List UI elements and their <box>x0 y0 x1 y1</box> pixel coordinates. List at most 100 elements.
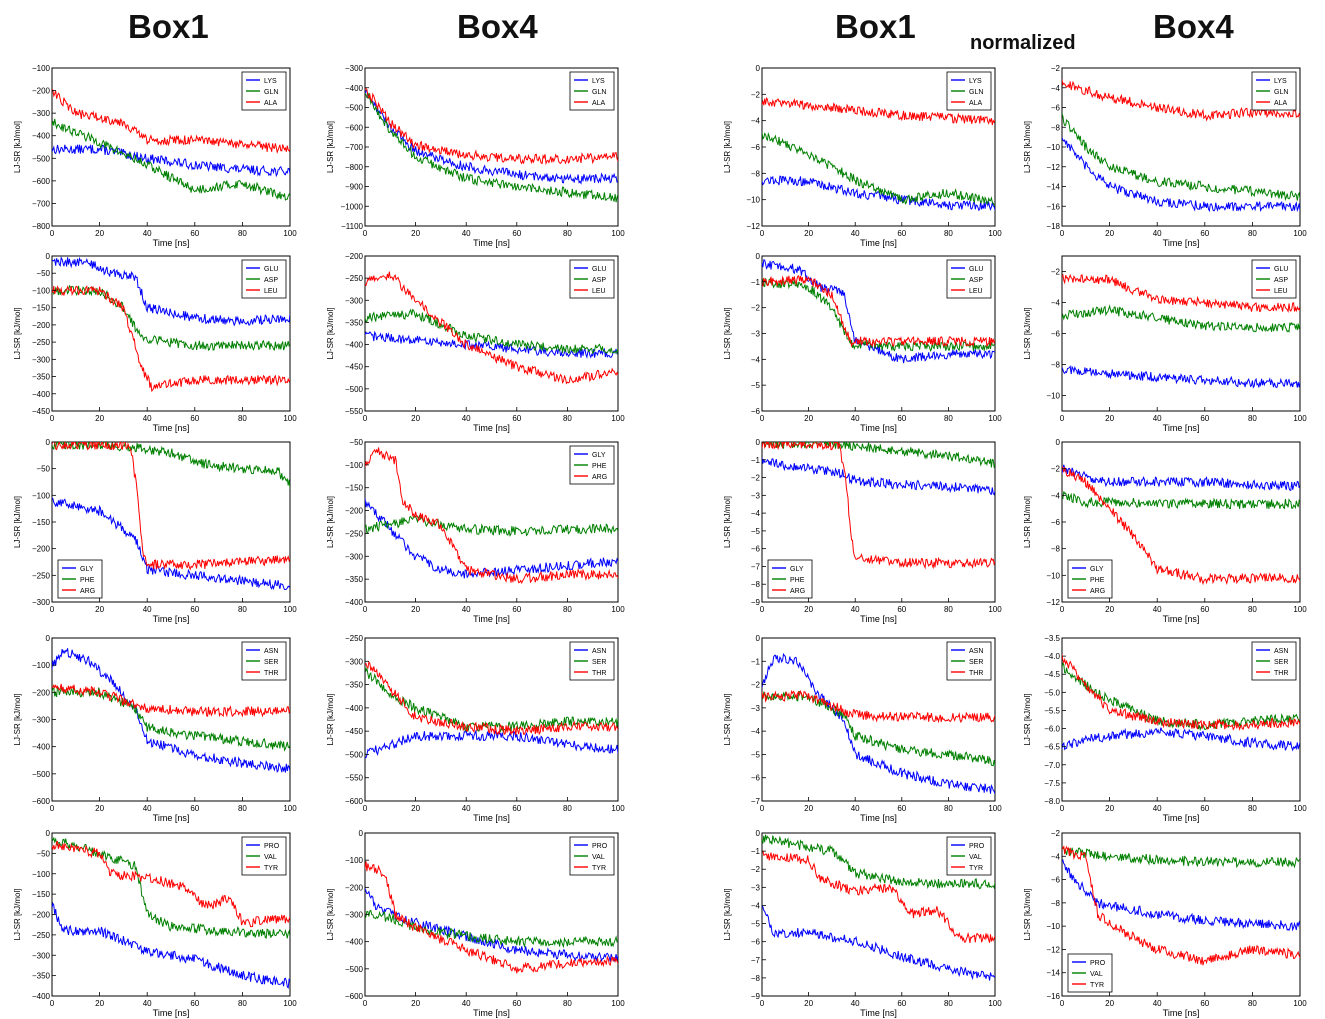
y-tick-label: −6 <box>1051 330 1061 339</box>
series-line-leu <box>52 285 290 393</box>
y-axis-label: LJ-SR [kJ/mol] <box>13 121 22 173</box>
y-tick-label: −8.0 <box>1044 797 1060 806</box>
legend-label: GLY <box>1090 566 1104 573</box>
y-tick-label: −14 <box>1046 969 1060 978</box>
series-line-glu <box>52 256 290 327</box>
x-tick-label: 20 <box>411 804 420 813</box>
x-tick-label: 0 <box>760 999 765 1008</box>
y-tick-label: −200 <box>32 688 51 697</box>
x-tick-label: 80 <box>238 229 247 238</box>
legend-label: GLY <box>790 566 804 573</box>
x-tick-label: 60 <box>512 999 521 1008</box>
y-axis-label: LJ-SR [kJ/mol] <box>13 307 22 359</box>
y-tick-label: −2 <box>751 681 761 690</box>
y-tick-label: −150 <box>32 518 51 527</box>
y-tick-label: −2 <box>751 474 761 483</box>
y-tick-label: −2 <box>751 304 761 313</box>
y-tick-label: −200 <box>345 883 364 892</box>
y-tick-label: −500 <box>345 965 364 974</box>
legend: PRO VAL TYR <box>241 836 287 876</box>
y-tick-label: −300 <box>32 598 51 607</box>
y-tick-label: 0 <box>756 438 761 447</box>
y-tick-label: −200 <box>32 545 51 554</box>
series-line-thr <box>52 683 290 718</box>
y-tick-label: −300 <box>345 296 364 305</box>
y-tick-label: −10 <box>1046 922 1060 931</box>
series-line-leu <box>1062 273 1300 314</box>
x-tick-label: 100 <box>611 605 625 614</box>
y-tick-label: −600 <box>345 992 364 1001</box>
y-tick-label: −16 <box>1046 992 1060 1001</box>
legend-label: ALA <box>1274 100 1288 107</box>
x-tick-label: 60 <box>190 414 199 423</box>
x-tick-label: 60 <box>1200 229 1209 238</box>
y-tick-label: −100 <box>32 64 51 73</box>
y-tick-label: −200 <box>32 87 51 96</box>
y-axis-label: LJ-SR [kJ/mol] <box>326 307 335 359</box>
legend-label: ASN <box>264 648 278 655</box>
y-tick-label: 0 <box>46 829 51 838</box>
x-tick-label: 100 <box>283 229 297 238</box>
y-tick-label: −400 <box>345 598 364 607</box>
legend: LYS GLN ALA <box>569 71 615 111</box>
y-axis-label: LJ-SR [kJ/mol] <box>1023 693 1032 745</box>
chart-panel-2-4: 0 20 40 60 80 100 0 −1 −2 −3 −4 −5 −6 −7 −8 −9 Time [ns]… <box>723 829 1002 1018</box>
x-tick-label: 80 <box>944 804 953 813</box>
x-tick-label: 0 <box>760 804 765 813</box>
y-axis-label: LJ-SR [kJ/mol] <box>1023 496 1032 548</box>
y-tick-label: −50 <box>36 465 50 474</box>
series-line-arg <box>762 442 995 570</box>
legend: GLU ASP LEU <box>241 259 287 299</box>
x-axis-label: Time [ns] <box>473 423 510 433</box>
y-tick-label: −200 <box>345 507 364 516</box>
y-tick-label: −2 <box>751 90 761 99</box>
chart-panel-1-2: 0 20 40 60 80 100 −50 −100 −150 −200 −250 −300 −350 −… <box>326 438 625 624</box>
x-tick-label: 100 <box>988 804 1002 813</box>
y-tick-label: −400 <box>345 938 364 947</box>
y-axis-label: LJ-SR [kJ/mol] <box>723 888 732 940</box>
y-tick-label: −8 <box>1051 361 1061 370</box>
chart-panel-2-2: 0 20 40 60 80 100 0 −1 −2 −3 −4 −5 −6 −7 −8 −9 Time [ns]… <box>723 438 1002 624</box>
x-tick-label: 80 <box>944 605 953 614</box>
legend-label: GLN <box>592 89 606 96</box>
y-tick-label: −500 <box>345 385 364 394</box>
y-tick-label: −12 <box>746 222 760 231</box>
y-tick-label: −400 <box>32 992 51 1001</box>
x-tick-label: 100 <box>611 804 625 813</box>
x-tick-label: 20 <box>804 414 813 423</box>
y-tick-label: −600 <box>345 797 364 806</box>
legend: ASN SER THR <box>569 641 615 681</box>
y-tick-label: 0 <box>756 634 761 643</box>
y-tick-label: −10 <box>1046 392 1060 401</box>
legend-label: ARG <box>1090 588 1105 595</box>
x-tick-label: 80 <box>563 605 572 614</box>
x-tick-label: 40 <box>851 414 860 423</box>
x-tick-label: 80 <box>1248 804 1257 813</box>
chart-panel-0-3: 0 20 40 60 80 100 0 −100 −200 −300 −400 −500 −600 Tim… <box>13 634 297 823</box>
y-tick-label: −2 <box>1051 465 1061 474</box>
y-tick-label: −900 <box>345 183 364 192</box>
chart-panel-0-4: 0 20 40 60 80 100 0 −50 −100 −150 −200 −250 −300 −350… <box>13 829 297 1018</box>
y-tick-label: −250 <box>32 338 51 347</box>
x-tick-label: 80 <box>1248 229 1257 238</box>
series-line-val <box>52 836 290 939</box>
x-tick-label: 100 <box>283 414 297 423</box>
series-line-glu <box>762 259 995 364</box>
y-tick-label: −6 <box>1051 876 1061 885</box>
legend-box <box>569 641 615 681</box>
x-axis-label: Time [ns] <box>153 614 190 624</box>
y-tick-label: −400 <box>32 743 51 752</box>
legend-label: PRO <box>264 843 280 850</box>
legend-label: ASN <box>1274 648 1288 655</box>
x-tick-label: 20 <box>95 229 104 238</box>
y-tick-label: −2 <box>751 865 761 874</box>
x-axis-label: Time [ns] <box>1163 813 1200 823</box>
x-tick-label: 0 <box>363 229 368 238</box>
x-tick-label: 20 <box>1105 999 1114 1008</box>
series-line-gly <box>762 457 995 496</box>
y-tick-label: −1 <box>751 456 761 465</box>
chart-panel-3-0: 0 20 40 60 80 100 −2 −4 −6 −8 −10 −12 −14 −16 −18 Time … <box>1023 64 1307 248</box>
y-tick-label: 0 <box>756 252 761 261</box>
header-box4-left: Box4 <box>457 8 538 45</box>
x-tick-label: 60 <box>1200 804 1209 813</box>
